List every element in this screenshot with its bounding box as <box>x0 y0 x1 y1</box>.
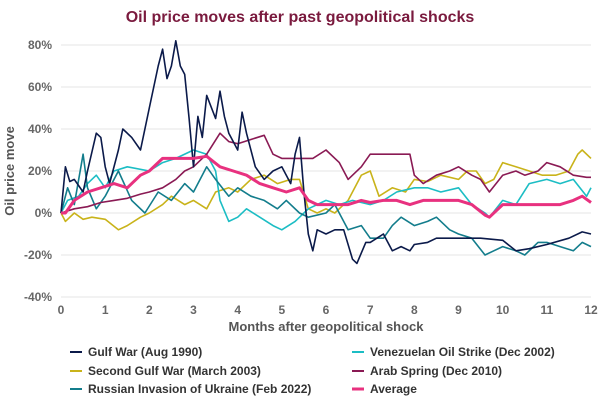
legend-label: Russian Invasion of Ukraine (Feb 2022) <box>88 382 311 396</box>
chart-title: Oil price moves after past geopolitical … <box>126 9 475 26</box>
legend-label: Arab Spring (Dec 2010) <box>370 364 502 378</box>
y-tick-label: 40% <box>28 122 52 136</box>
x-tick-label: 7 <box>367 303 374 317</box>
series-line-gulf-war-aug-1990 <box>60 40 592 265</box>
series-line-average <box>61 154 592 219</box>
series-line-arab-spring-dec-2010 <box>60 132 591 214</box>
x-tick-label: 0 <box>58 303 65 317</box>
x-tick-label: 1 <box>102 303 109 317</box>
y-tick-label: 0% <box>35 206 53 220</box>
x-tick-label: 2 <box>146 303 153 317</box>
y-tick-label: -40% <box>24 290 52 304</box>
y-tick-label: -20% <box>24 248 52 262</box>
x-axis-label: Months after geopolitical shock <box>228 319 424 334</box>
legend-label: Gulf War (Aug 1990) <box>88 345 202 359</box>
legend-label: Average <box>370 382 417 396</box>
series-line-venezuelan-oil-strike-dec-2002 <box>60 149 592 231</box>
y-tick-label: 20% <box>28 164 52 178</box>
y-tick-label: 60% <box>28 80 52 94</box>
x-tick-label: 9 <box>455 303 462 317</box>
series-line-russian-invasion-of-ukraine-feb-2022 <box>60 153 592 256</box>
x-tick-label: 10 <box>496 303 510 317</box>
x-tick-label: 4 <box>234 303 241 317</box>
y-axis-label: Oil price move <box>2 126 17 216</box>
y-tick-label: 80% <box>28 38 52 52</box>
legend: Gulf War (Aug 1990) Second Gulf War (Marc… <box>70 345 555 396</box>
legend-label: Second Gulf War (March 2003) <box>88 364 261 378</box>
x-tick-label: 11 <box>540 303 553 317</box>
series-line-second-gulf-war-march-2003 <box>60 149 592 231</box>
x-tick-label: 3 <box>190 303 197 317</box>
x-tick-label: 5 <box>278 303 285 317</box>
x-tick-label: 12 <box>584 303 598 317</box>
x-tick-label: 6 <box>323 303 330 317</box>
legend-label: Venezuelan Oil Strike (Dec 2002) <box>370 345 555 359</box>
x-tick-label: 8 <box>411 303 418 317</box>
